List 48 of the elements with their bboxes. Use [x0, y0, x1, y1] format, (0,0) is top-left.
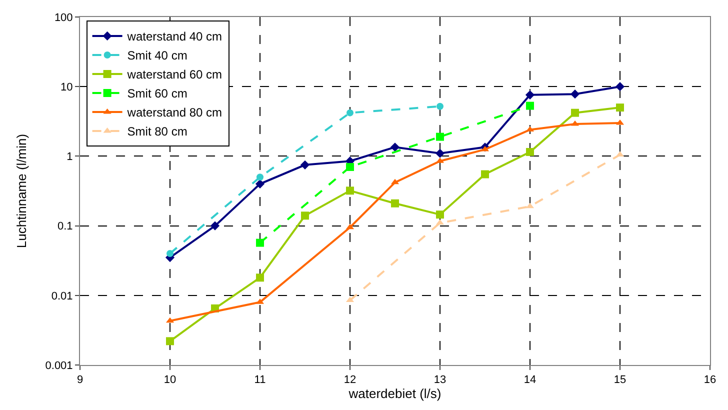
legend-label: Smit 60 cm	[127, 86, 188, 101]
legend-label: waterstand 40 cm	[126, 30, 222, 44]
x-tick-label: 13	[434, 374, 446, 386]
point	[525, 90, 535, 100]
point	[166, 250, 174, 257]
point	[390, 142, 400, 152]
y-tick-label: 10	[60, 81, 73, 94]
point	[436, 102, 444, 110]
point	[436, 210, 444, 219]
x-tick-label: 10	[164, 374, 176, 386]
point	[346, 162, 354, 171]
y-tick-label: 0.01	[51, 290, 73, 302]
point	[346, 109, 354, 116]
x-tick-label: 14	[524, 374, 536, 386]
y-tick-label: 1	[66, 151, 73, 164]
y-tick-label: 0.001	[45, 360, 73, 372]
point	[391, 199, 399, 208]
y-tick-label: 0.1	[58, 220, 73, 233]
point	[435, 148, 445, 158]
y-axis-title: Luchtinname (l/min)	[14, 134, 30, 248]
x-tick-label: 11	[254, 374, 266, 386]
point	[526, 148, 534, 156]
point	[615, 82, 625, 92]
x-tick-label: 15	[614, 374, 626, 386]
point	[255, 179, 265, 188]
point	[301, 212, 309, 220]
legend-label: waterstand 80 cm	[126, 106, 222, 120]
point	[571, 108, 579, 117]
y-tick-label: 100	[54, 12, 73, 24]
x-tick-label: 12	[344, 374, 356, 386]
legend-label: waterstand 60 cm	[126, 68, 222, 82]
point	[300, 160, 310, 170]
point	[166, 337, 174, 346]
point	[346, 186, 354, 195]
point	[616, 104, 624, 112]
x-tick-label: 16	[704, 374, 716, 386]
point	[256, 274, 264, 282]
point	[210, 221, 220, 230]
point	[436, 132, 444, 141]
legend-label: Smit 80 cm	[127, 124, 188, 139]
x-axis-title: waterdebiet (l/s)	[348, 386, 442, 402]
legend-label: Smit 40 cm	[127, 48, 188, 63]
point	[256, 238, 264, 247]
point	[526, 102, 534, 110]
point	[481, 170, 489, 178]
point	[256, 174, 264, 181]
point	[570, 90, 580, 99]
x-tick-label: 9	[76, 374, 84, 386]
